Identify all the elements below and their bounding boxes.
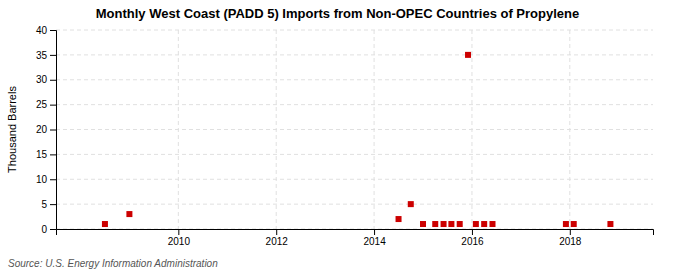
grid-line	[56, 204, 653, 205]
point	[473, 221, 479, 227]
tick: 20	[36, 124, 56, 135]
point	[607, 221, 613, 227]
grid-line	[276, 30, 277, 229]
tick-mark	[374, 229, 375, 235]
grid-line	[56, 154, 653, 155]
tick: 2014	[363, 229, 386, 247]
grid-line	[374, 30, 375, 229]
tick-label: 2012	[266, 236, 289, 247]
tick-label: 2018	[559, 236, 582, 247]
tick-mark	[50, 204, 56, 205]
tick-mark	[50, 105, 56, 106]
grid-line	[56, 79, 653, 80]
tick-label: 40	[36, 25, 48, 36]
tick-mark	[50, 154, 56, 155]
point	[441, 221, 447, 227]
point	[457, 221, 463, 227]
tick: 10	[36, 174, 56, 185]
tick-label: 2016	[461, 236, 484, 247]
tick-mark	[50, 55, 56, 56]
grid-line	[56, 129, 653, 130]
tick: 35	[36, 50, 56, 61]
tick-label: 0	[41, 224, 47, 235]
plot: 2010 2012 2014 2016 2018 0 5 10 15 20 25 30 35 40	[36, 25, 654, 247]
title: Monthly West Coast (PADD 5) Imports from…	[96, 6, 579, 21]
tick-label: 25	[36, 99, 48, 110]
grid-line	[569, 30, 570, 229]
tick: 2012	[266, 229, 289, 247]
tick-mark	[50, 30, 56, 31]
tick: 2010	[168, 229, 191, 247]
tick-mark	[178, 229, 179, 235]
point	[408, 201, 414, 207]
source: Source: U.S. Energy Information Administ…	[8, 258, 218, 269]
y-axis-title: Thousand Barrels	[6, 86, 18, 173]
grid-line	[56, 179, 653, 180]
tick: 25	[36, 99, 56, 110]
tick-label: 20	[36, 124, 48, 135]
tick: 30	[36, 74, 56, 85]
tick: 15	[36, 149, 56, 160]
point	[571, 221, 577, 227]
x-axis: 2010 2012 2014 2016 2018	[57, 229, 654, 247]
tick-mark	[276, 229, 277, 235]
point	[481, 221, 487, 227]
tick: 0	[41, 224, 56, 235]
point	[102, 221, 108, 227]
tick-mark	[472, 229, 473, 235]
tick-label: 2014	[363, 236, 386, 247]
tick-label: 30	[36, 74, 48, 85]
point	[420, 221, 426, 227]
tick-mark	[50, 179, 56, 180]
point	[563, 221, 569, 227]
tick-mark	[50, 130, 56, 131]
tick-label: 15	[36, 149, 48, 160]
grid-line	[56, 30, 653, 31]
tick-mark	[50, 80, 56, 81]
points	[102, 52, 613, 227]
tick-mark	[570, 229, 571, 235]
chart: 2010 2012 2014 2016 2018 0 5 10 15 20 25 30 35 40 Mont…	[0, 0, 675, 275]
grid-line	[56, 104, 653, 105]
grid	[56, 30, 653, 229]
point	[448, 221, 454, 227]
axis-line	[57, 230, 654, 236]
point	[465, 52, 471, 58]
tick-label: 2010	[168, 236, 191, 247]
grid-line	[56, 54, 653, 55]
point	[489, 221, 495, 227]
point	[432, 221, 438, 227]
tick: 2016	[461, 229, 484, 247]
grid-line	[471, 30, 472, 229]
axis-line	[50, 31, 57, 230]
grid-line	[178, 30, 179, 229]
tick-label: 10	[36, 174, 48, 185]
y-axis: 0 5 10 15 20 25 30 35 40	[36, 25, 57, 235]
tick-label: 5	[41, 199, 47, 210]
tick: 2018	[559, 229, 582, 247]
tick: 40	[36, 25, 56, 36]
tick-label: 35	[36, 50, 48, 61]
tick-mark	[50, 229, 56, 230]
point	[126, 211, 132, 217]
tick: 5	[41, 199, 56, 210]
point	[396, 216, 402, 222]
